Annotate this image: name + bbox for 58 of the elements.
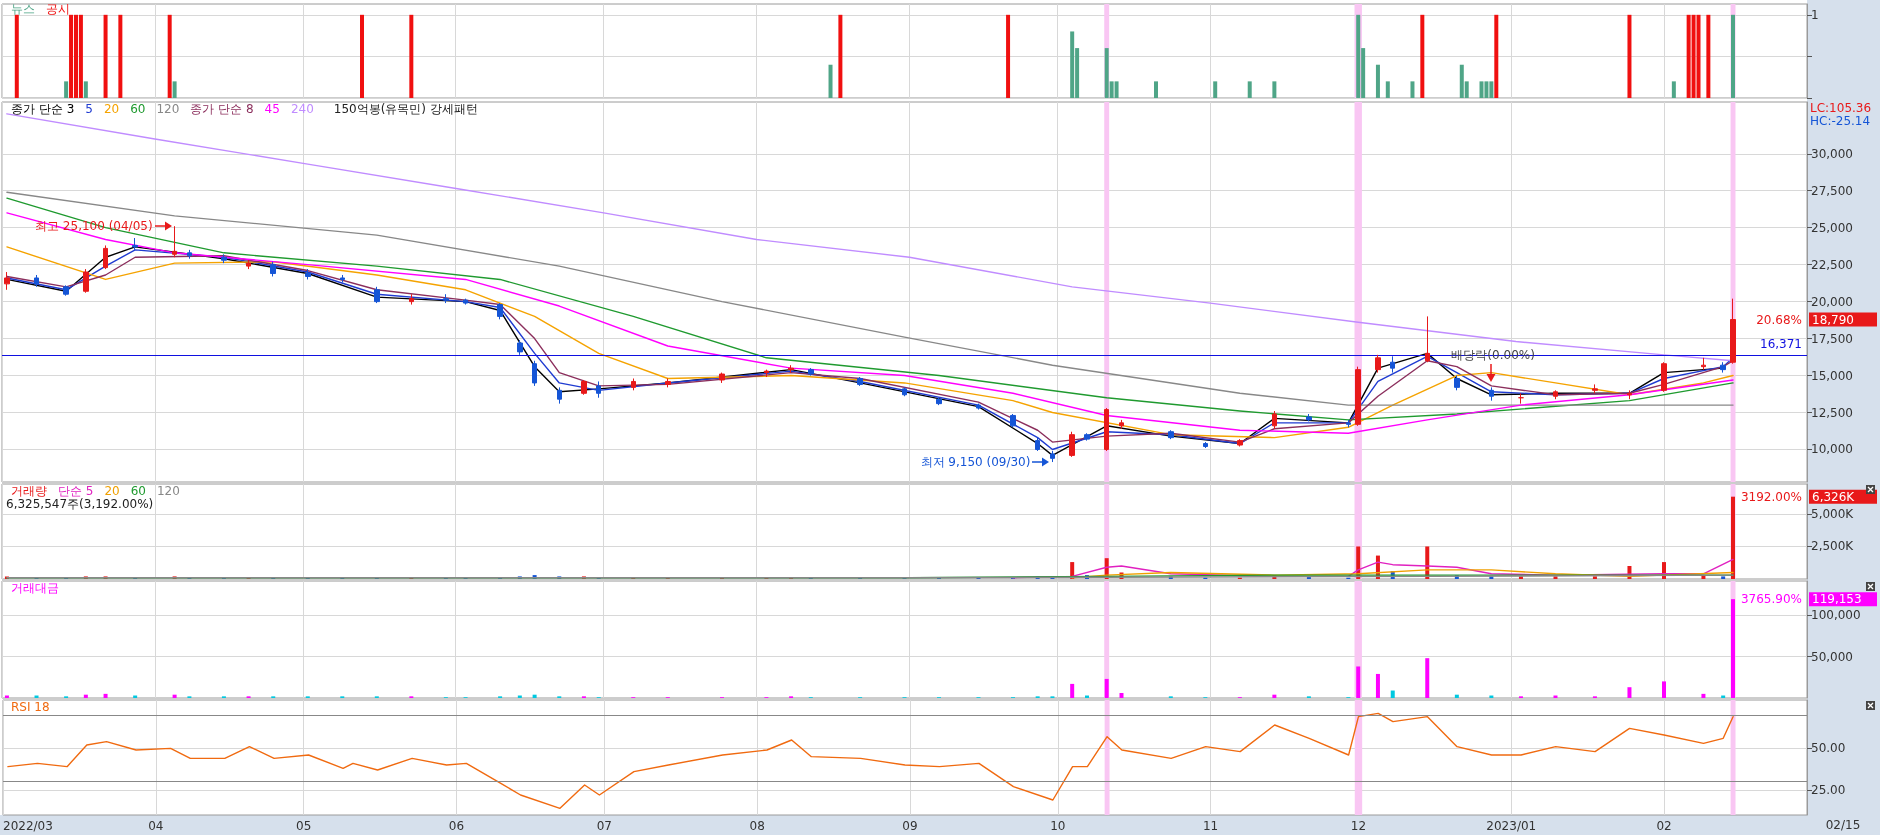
x-tick-label: 08: [749, 819, 765, 833]
x-tick-label: 2023/01: [1486, 819, 1537, 833]
annotation: 150억봉(유목민) 강세패턴: [333, 102, 478, 116]
x-tick-label: 10: [1050, 819, 1066, 833]
y-tick-label: 25,000: [1811, 220, 1853, 235]
annotation: 3765.90%: [1740, 592, 1802, 607]
text: 60: [130, 484, 146, 498]
text: 5: [85, 102, 93, 116]
x-tick-label: 12: [1350, 819, 1367, 833]
y-tick-label: 15,000: [1811, 368, 1853, 383]
text: 6,326K: [1812, 489, 1856, 504]
y-tick-label: 30,000: [1811, 146, 1853, 161]
y-tick-label: 1: [1811, 7, 1819, 22]
text: HC:-25.14: [1810, 114, 1871, 128]
x-tick-label: 02: [1656, 819, 1672, 833]
x-tick-label: 11: [1202, 819, 1219, 833]
text: RSI 18: [11, 700, 50, 714]
annotation: 20.68%: [1756, 312, 1802, 327]
text: 20: [103, 102, 120, 116]
y-tick-label: 5,000K: [1811, 506, 1855, 521]
y-tick-label: 100,000: [1811, 608, 1861, 623]
text: 종가 단순 8: [190, 102, 254, 116]
text: 18,790: [1812, 312, 1854, 327]
ref-line-label: 16,371: [1760, 337, 1802, 352]
text: 45: [264, 102, 280, 116]
x-tick-label: 05: [296, 819, 312, 833]
y-tick-label: 17,500: [1811, 331, 1853, 346]
series-label: 공시: [46, 2, 70, 16]
text: 240: [290, 102, 314, 116]
text: 거래대금: [11, 581, 59, 595]
text: 119,153: [1812, 592, 1862, 607]
x-tick-label: 04: [148, 819, 164, 833]
x-tick-label: 2022/03: [3, 819, 53, 833]
annotation: 6,325,547주(3,192.00%): [6, 497, 154, 511]
y-tick-label: 50,000: [1811, 649, 1853, 664]
y-tick-label: 12,500: [1811, 405, 1853, 420]
text: 거래량: [11, 484, 47, 498]
y-tick-label: 2,500K: [1811, 539, 1855, 554]
text: 20: [104, 484, 120, 498]
text: 단순 5: [58, 484, 94, 498]
text: LC:105.36: [1810, 101, 1872, 115]
text: 02/15: [1825, 818, 1861, 832]
x-tick-label: 06: [448, 819, 465, 833]
y-tick-label: 27,500: [1811, 183, 1853, 198]
x-tick-label: 07: [596, 819, 612, 833]
text: 120: [156, 484, 180, 498]
text: 종가 단순 3: [11, 102, 75, 116]
y-tick-label: 25.00: [1811, 783, 1846, 797]
annotation: 3192.00%: [1740, 489, 1802, 504]
text: 뉴스: [11, 2, 35, 16]
text: 120: [156, 102, 180, 116]
y-tick-label: 20,000: [1811, 294, 1853, 309]
y-tick-label: 10,000: [1811, 442, 1853, 457]
y-tick-label: 22,500: [1811, 257, 1853, 272]
x-tick-label: 09: [902, 819, 918, 833]
y-tick-label: 50.00: [1811, 741, 1846, 756]
text: 60: [130, 102, 146, 116]
annotation: 최저 9,150 (09/30): [920, 455, 1031, 470]
